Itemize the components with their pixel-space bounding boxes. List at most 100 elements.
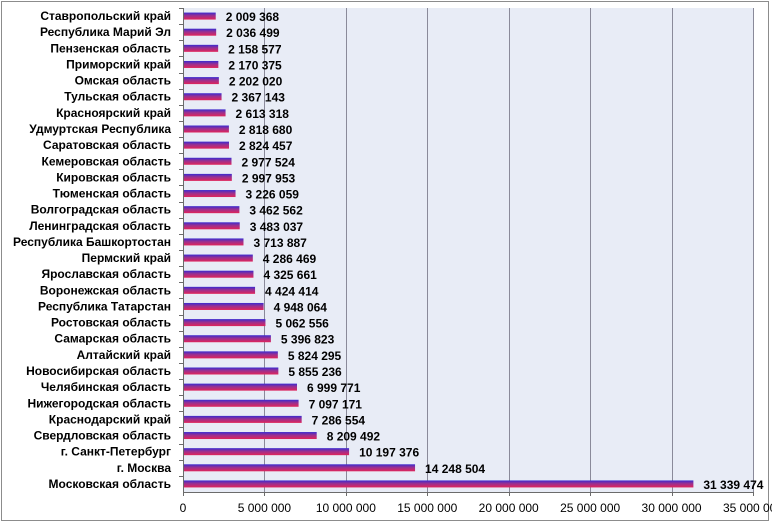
bar — [184, 286, 256, 294]
x-tick-label: 5 000 000 — [238, 501, 292, 515]
bar — [184, 222, 240, 230]
bar — [184, 254, 253, 262]
value-label: 3 462 562 — [249, 204, 303, 218]
bar — [184, 432, 317, 440]
value-label: 10 197 376 — [359, 446, 419, 460]
value-label: 14 248 504 — [425, 462, 485, 476]
bar — [184, 28, 217, 36]
x-tick-label: 30 000 000 — [642, 501, 702, 515]
value-label: 5 396 823 — [281, 333, 335, 347]
x-tick-label: 0 — [180, 501, 187, 515]
value-label: 4 286 469 — [263, 252, 317, 266]
plot-area — [183, 8, 753, 492]
x-tick-label: 35 000 000 — [723, 501, 772, 515]
bar — [184, 335, 271, 343]
category-label: Тульская область — [64, 90, 171, 104]
value-label: 8 209 492 — [327, 430, 381, 444]
bar — [184, 206, 240, 214]
category-label: Республика Татарстан — [38, 299, 171, 313]
category-label: Краснодарский край — [49, 412, 171, 426]
x-tick-label: 15 000 000 — [397, 501, 457, 515]
bar — [184, 12, 216, 20]
category-label: Самарская область — [54, 332, 171, 346]
category-label: Красноярский край — [56, 106, 171, 120]
category-label: Ленинградская область — [29, 219, 171, 233]
value-label: 2 009 368 — [226, 10, 280, 24]
value-label: 2 367 143 — [232, 91, 286, 105]
category-label: Саратовская область — [43, 138, 171, 152]
value-label: 2 202 020 — [229, 75, 283, 89]
bar — [184, 141, 229, 149]
category-label: Ростовская область — [51, 316, 171, 330]
category-label: Воронежская область — [40, 283, 171, 297]
category-label: Республика Башкортостан — [13, 235, 171, 249]
bar — [184, 270, 254, 278]
bar — [184, 399, 299, 407]
category-label: Тюменская область — [53, 187, 171, 201]
value-label: 4 424 414 — [265, 284, 319, 298]
category-label: Нижегородская область — [27, 396, 171, 410]
category-label: Кировская область — [56, 170, 171, 184]
category-label: Алтайский край — [77, 348, 171, 362]
category-label: Волгоградская область — [31, 203, 171, 217]
category-label: г. Санкт-Петербург — [61, 445, 171, 459]
bar — [184, 351, 278, 359]
bar — [184, 44, 219, 52]
value-label: 4 325 661 — [263, 268, 317, 282]
category-label: г. Москва — [117, 461, 172, 475]
bar — [184, 60, 219, 68]
bar — [184, 125, 229, 133]
value-label: 2 170 375 — [228, 58, 282, 72]
bar — [184, 367, 279, 375]
category-label: Омская область — [75, 74, 171, 88]
category-label: Московская область — [49, 477, 171, 491]
bar — [184, 302, 264, 310]
value-label: 31 339 474 — [703, 478, 763, 492]
bar — [184, 448, 350, 456]
value-label: 6 999 771 — [307, 381, 361, 395]
value-label: 2 158 577 — [228, 42, 282, 56]
category-label: Пензенская область — [50, 41, 171, 55]
category-label: Новосибирская область — [26, 364, 171, 378]
bar — [184, 173, 232, 181]
value-label: 2 824 457 — [239, 139, 293, 153]
bar — [184, 190, 236, 198]
bar — [184, 238, 244, 246]
category-label: Приморский край — [66, 57, 171, 71]
category-label: Ярославская область — [41, 267, 171, 281]
value-label: 4 948 064 — [274, 300, 328, 314]
category-label: Кемеровская область — [42, 154, 172, 168]
bar — [184, 464, 416, 472]
category-label: Челябинская область — [41, 380, 171, 394]
value-label: 2 997 953 — [242, 171, 296, 185]
bar — [184, 77, 219, 85]
bar — [184, 157, 232, 165]
category-label: Пермский край — [82, 251, 171, 265]
x-tick-label: 10 000 000 — [316, 501, 376, 515]
category-label: Свердловская область — [34, 429, 171, 443]
value-label: 3 226 059 — [246, 188, 300, 202]
value-label: 2 818 680 — [239, 123, 293, 137]
value-label: 7 097 171 — [309, 397, 363, 411]
value-label: 5 855 236 — [288, 365, 342, 379]
bar — [184, 383, 297, 391]
value-label: 2 613 318 — [236, 107, 290, 121]
value-label: 2 036 499 — [226, 26, 280, 40]
value-label: 2 977 524 — [241, 155, 295, 169]
category-label: Республика Марий Эл — [40, 25, 171, 39]
x-tick-label: 25 000 000 — [560, 501, 620, 515]
bar — [184, 319, 266, 327]
value-label: 3 483 037 — [250, 220, 304, 234]
value-label: 5 062 556 — [275, 317, 329, 331]
category-label: Удмуртская Республика — [29, 122, 171, 136]
value-label: 3 713 887 — [253, 236, 307, 250]
x-tick-label: 20 000 000 — [479, 501, 539, 515]
bar — [184, 93, 222, 101]
bar — [184, 415, 302, 423]
value-label: 5 824 295 — [288, 349, 342, 363]
value-label: 7 286 554 — [312, 413, 366, 427]
bar — [184, 480, 694, 488]
